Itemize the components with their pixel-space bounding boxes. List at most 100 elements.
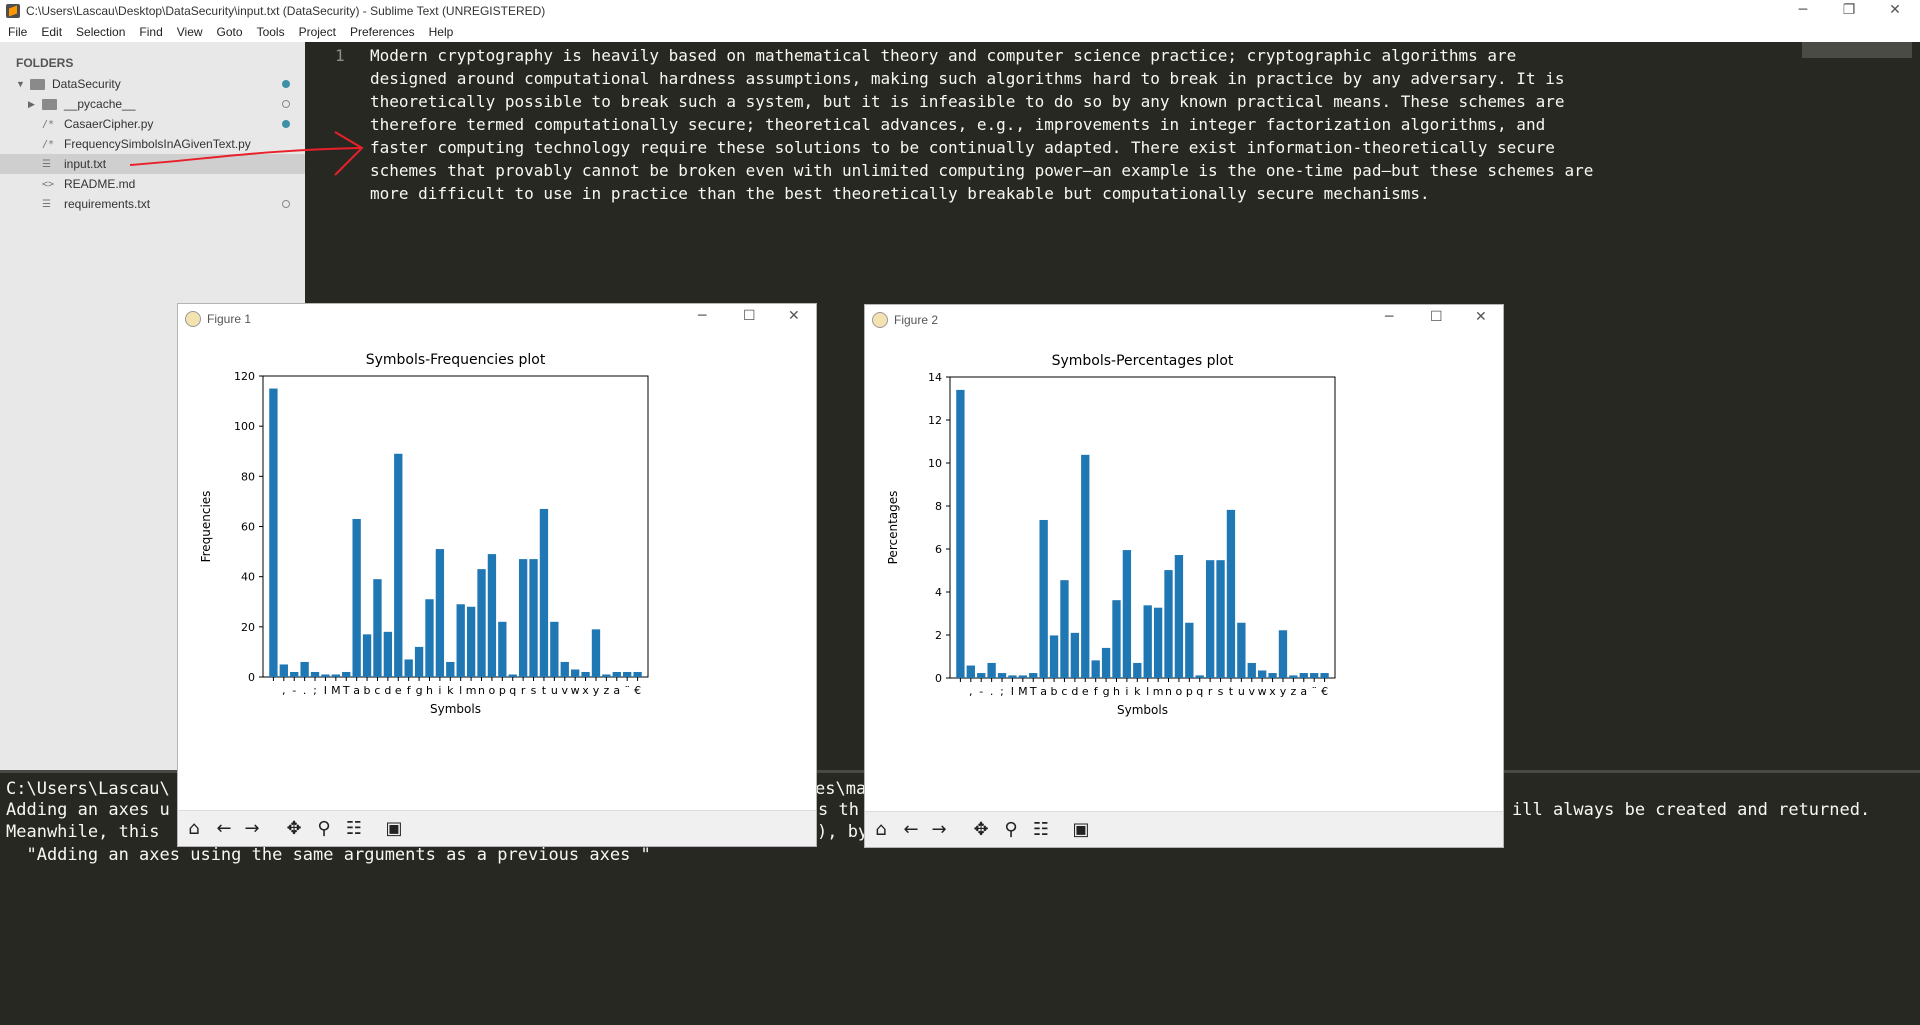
menu-project[interactable]: Project <box>298 25 336 39</box>
x-tick-label: € <box>1321 685 1328 698</box>
y-tick-label: 10 <box>928 457 942 470</box>
x-tick-label: p <box>499 684 506 697</box>
menu-tools[interactable]: Tools <box>256 25 285 39</box>
x-tick-label: ; <box>313 684 317 697</box>
bar <box>560 661 569 677</box>
y-tick-label: 0 <box>248 671 255 684</box>
configure-subplots-icon[interactable]: ☷ <box>1032 819 1050 840</box>
x-tick-label: c <box>1061 685 1067 698</box>
menu-goto[interactable]: Goto <box>216 25 243 39</box>
console-line: Meanwhile, this <box>6 822 160 842</box>
maximize-icon[interactable]: ☐ <box>1430 309 1443 325</box>
tree-item-frequency[interactable]: /* FrequencySimbolsInAGivenText.py <box>0 134 305 154</box>
untracked-indicator-icon <box>282 100 290 108</box>
maximize-icon[interactable]: ☐ <box>743 308 756 324</box>
chevron-right-icon[interactable]: ▶ <box>28 98 35 109</box>
x-tick-label: M <box>331 684 341 697</box>
window-title: C:\Users\Lascau\Desktop\DataSecurity\inp… <box>26 4 546 18</box>
x-tick-label: t <box>542 684 547 697</box>
menu-selection[interactable]: Selection <box>76 25 126 39</box>
zoom-icon[interactable]: ⚲ <box>317 818 331 839</box>
bar <box>1216 560 1225 678</box>
console-line: ill always be created and returned. <box>1512 800 1871 820</box>
minimap[interactable] <box>1802 42 1912 58</box>
save-icon[interactable]: ▣ <box>385 818 403 839</box>
tree-item-casaercipher[interactable]: /* CasaerCipher.py <box>0 114 305 134</box>
figure-toolbar: ⌂ ← → ✥ ⚲ ☷ ▣ <box>865 811 1503 847</box>
minimize-icon[interactable]: ─ <box>1798 2 1808 18</box>
tree-item-pycache[interactable]: ▶ __pycache__ <box>0 94 305 114</box>
bar <box>352 518 361 677</box>
x-tick-label: I <box>324 684 327 697</box>
restore-icon[interactable]: ❐ <box>1842 2 1856 18</box>
close-icon[interactable]: ✕ <box>1889 2 1901 18</box>
chevron-down-icon[interactable]: ▼ <box>16 79 25 89</box>
bar <box>487 554 497 677</box>
tree-item-requirements[interactable]: ☰ requirements.txt <box>0 194 305 214</box>
code-text[interactable]: Modern cryptography is heavily based on … <box>370 44 1820 205</box>
menu-preferences[interactable]: Preferences <box>349 25 415 39</box>
save-icon[interactable]: ▣ <box>1072 819 1090 840</box>
tree-item-readme[interactable]: <> README.md <box>0 174 305 194</box>
text-file-icon: ☰ <box>42 198 51 210</box>
chart-title: Symbols-Percentages plot <box>1052 353 1234 369</box>
figure-window-2[interactable]: Figure 2 ─ ☐ ✕ Symbols-Percentages plot … <box>864 304 1504 848</box>
tree-root-folder[interactable]: ▼ DataSecurity <box>0 74 305 94</box>
x-tick-label: a <box>1300 685 1307 698</box>
x-tick-label: m <box>1153 685 1164 698</box>
code-line: therefore termed computationally secure;… <box>370 115 1546 134</box>
zoom-icon[interactable]: ⚲ <box>1004 819 1018 840</box>
bar <box>1226 509 1236 678</box>
home-icon[interactable]: ⌂ <box>188 818 200 839</box>
y-tick-label: 60 <box>241 521 255 534</box>
x-tick-label: h <box>1113 685 1120 698</box>
figure-window-1[interactable]: Figure 1 ─ ☐ ✕ Symbols-Frequencies plot … <box>177 303 817 847</box>
x-tick-label: k <box>1134 685 1141 698</box>
x-tick-label: x <box>1269 685 1276 698</box>
bar <box>362 634 372 677</box>
x-tick-label: T <box>342 684 350 697</box>
x-tick-label: h <box>426 684 433 697</box>
x-tick-label: q <box>509 684 516 697</box>
tree-item-label: __pycache__ <box>64 97 136 111</box>
bar <box>300 661 309 677</box>
pan-icon[interactable]: ✥ <box>286 818 302 839</box>
code-line: theoretically possible to break such a s… <box>370 92 1565 111</box>
back-arrow-icon[interactable]: ← <box>903 819 919 840</box>
x-tick-label: u <box>551 684 558 697</box>
home-icon[interactable]: ⌂ <box>875 819 887 840</box>
forward-arrow-icon[interactable]: → <box>244 818 260 839</box>
bar <box>1174 555 1184 678</box>
matplotlib-icon <box>185 311 201 327</box>
close-icon[interactable]: ✕ <box>1475 309 1487 325</box>
x-tick-label: y <box>1280 685 1287 698</box>
forward-arrow-icon[interactable]: → <box>931 819 947 840</box>
bar <box>414 646 424 677</box>
menu-edit[interactable]: Edit <box>41 25 63 39</box>
menu-find[interactable]: Find <box>139 25 163 39</box>
close-icon[interactable]: ✕ <box>788 308 800 324</box>
menu-help[interactable]: Help <box>428 25 454 39</box>
minimize-icon[interactable]: ─ <box>1385 309 1394 325</box>
back-arrow-icon[interactable]: ← <box>216 818 232 839</box>
bar <box>1122 550 1132 678</box>
y-tick-label: 100 <box>234 420 255 433</box>
configure-subplots-icon[interactable]: ☷ <box>345 818 363 839</box>
x-tick-label: n <box>478 684 485 697</box>
x-tick-label: ; <box>1000 685 1004 698</box>
minimize-icon[interactable]: ─ <box>698 308 707 324</box>
console-line: ), by <box>817 822 869 842</box>
bar <box>435 549 445 677</box>
bar <box>539 508 549 677</box>
x-tick-label: b <box>1051 685 1058 698</box>
x-tick-label: x <box>582 684 589 697</box>
y-tick-label: 2 <box>935 629 942 642</box>
matplotlib-icon <box>872 312 888 328</box>
bar <box>1018 675 1027 678</box>
menu-file[interactable]: File <box>8 25 28 39</box>
x-tick-label: z <box>603 684 609 697</box>
bar <box>508 674 517 677</box>
menu-view[interactable]: View <box>176 25 203 39</box>
pan-icon[interactable]: ✥ <box>973 819 989 840</box>
